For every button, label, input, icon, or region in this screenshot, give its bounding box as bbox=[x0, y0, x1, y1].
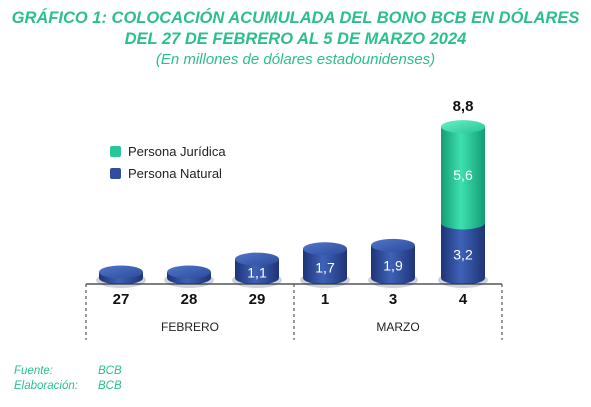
x-tick-28: 28 bbox=[181, 291, 198, 308]
chart-title-line1: GRÁFICO 1: COLOCACIÓN ACUMULADA DEL BONO… bbox=[11, 9, 580, 27]
data-label-natural-29: 1,1 bbox=[247, 265, 267, 281]
x-tick-labels: 27 28 29 1 3 4 bbox=[113, 291, 468, 308]
total-label-4: 8,8 bbox=[453, 98, 474, 115]
x-tick-4: 4 bbox=[459, 291, 468, 308]
footer-source-value: BCB bbox=[98, 365, 122, 377]
bar-natural-1 bbox=[303, 248, 347, 285]
data-label-natural-3: 1,9 bbox=[383, 258, 403, 274]
x-tick-3: 3 bbox=[389, 291, 397, 308]
data-label-natural-1: 1,7 bbox=[315, 259, 335, 275]
legend: Persona Jurídica Persona Natural bbox=[110, 144, 226, 181]
bar-top-natural-1 bbox=[303, 242, 347, 256]
legend-label-natural: Persona Natural bbox=[128, 166, 222, 181]
data-label-natural-4: 3,2 bbox=[453, 246, 473, 262]
bar-natural-3 bbox=[371, 245, 415, 285]
x-tick-29: 29 bbox=[249, 291, 266, 308]
chart-title-line2: DEL 27 DE FEBRERO AL 5 DE MARZO 2024 bbox=[124, 30, 467, 48]
legend-swatch-juridica bbox=[110, 146, 121, 157]
legend-label-juridica: Persona Jurídica bbox=[128, 144, 226, 159]
bar-top-natural-28 bbox=[167, 265, 211, 279]
legend-swatch-natural bbox=[110, 168, 121, 179]
bar-top-natural-27 bbox=[99, 265, 143, 279]
bar-natural-29 bbox=[235, 259, 279, 285]
group-label-febrero: FEBRERO bbox=[161, 320, 219, 334]
footer-elaboration-label: Elaboración: bbox=[14, 380, 78, 392]
footer-elaboration-value: BCB bbox=[98, 380, 122, 392]
group-label-marzo: MARZO bbox=[376, 320, 419, 334]
bar-top-juridica-4 bbox=[441, 120, 485, 134]
x-tick-1: 1 bbox=[321, 291, 329, 308]
bar-top-natural-29 bbox=[235, 252, 279, 266]
bar-top-natural-3 bbox=[371, 238, 415, 252]
bars-layer: 1,1 1,7 1,9 3,2 5,6 8,8 bbox=[96, 98, 488, 288]
bar-natural-4 bbox=[441, 222, 485, 285]
footer-source-label: Fuente: bbox=[14, 365, 53, 377]
chart-subtitle: (En millones de dólares estadounidenses) bbox=[155, 51, 436, 68]
bar-juridica-4 bbox=[441, 126, 485, 230]
data-label-juridica-4: 5,6 bbox=[453, 167, 473, 183]
x-tick-27: 27 bbox=[113, 291, 130, 308]
